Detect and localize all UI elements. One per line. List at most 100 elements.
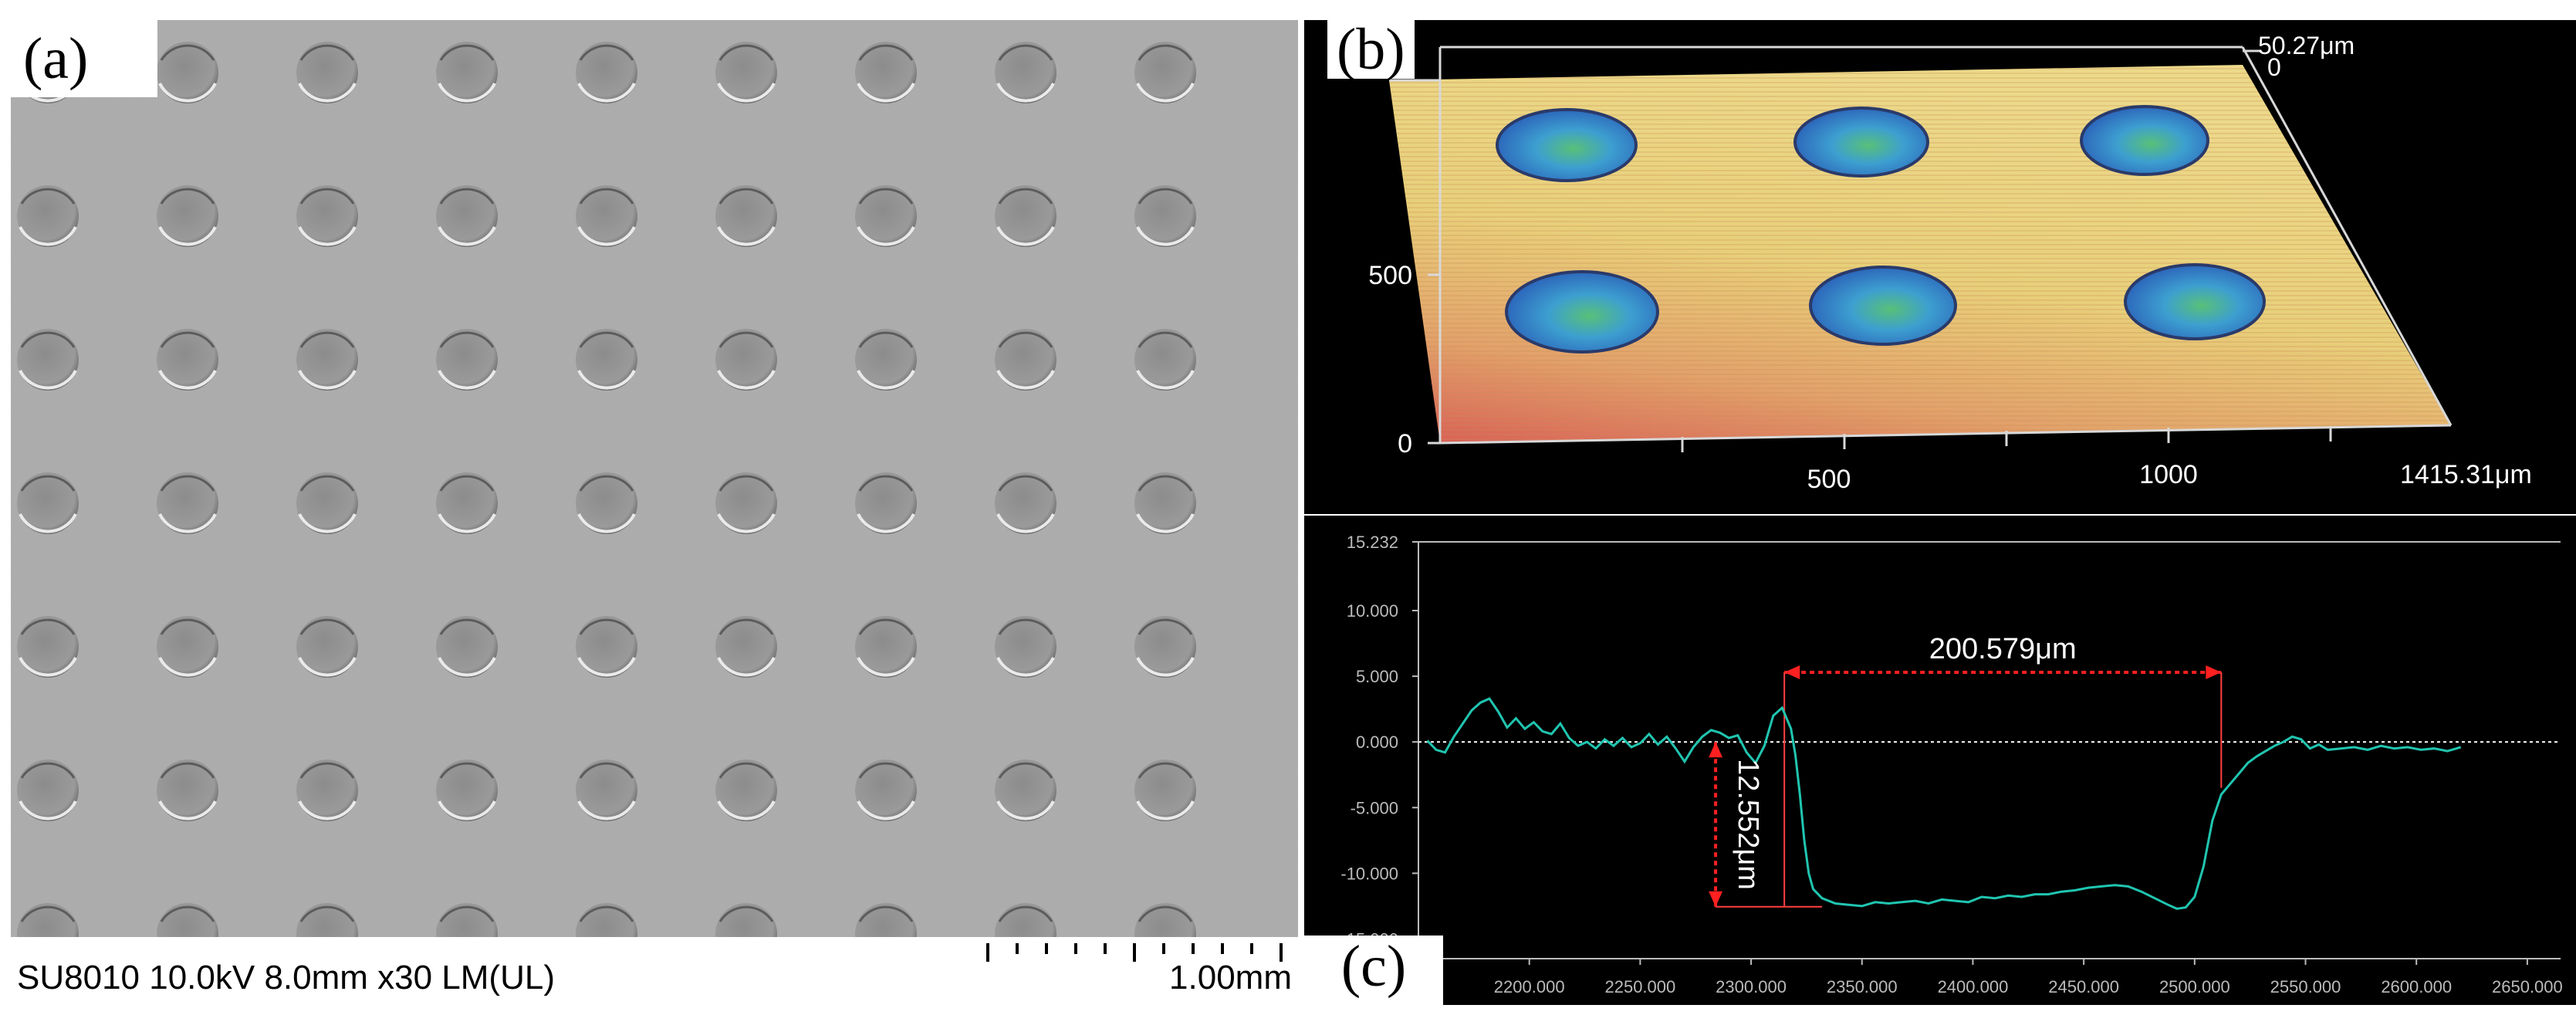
dimple — [1134, 760, 1196, 821]
width-annotation-label: 200.579μm — [1929, 633, 2077, 665]
x-tick-label: 2500.000 — [2159, 977, 2230, 996]
dimple-pits — [1496, 105, 2266, 354]
dimple — [17, 472, 79, 534]
sem-micrograph-panel: SU8010 10.0kV 8.0mm x30 LM(UL) 1.00mm (a… — [11, 20, 1298, 1005]
panel-c-label: (c) — [1304, 935, 1443, 1007]
sem-info-bar — [11, 937, 1298, 1005]
dimple — [157, 42, 218, 103]
dimple — [576, 42, 637, 103]
dimple-grid — [17, 42, 1196, 965]
dimple — [296, 760, 358, 821]
pit — [1505, 270, 1659, 354]
surface-3d-image: 50.27μm 0 500 0 500 1000 1415.31μm — [1304, 20, 2576, 514]
dimple — [1134, 185, 1196, 247]
dimple — [17, 616, 79, 678]
dimple — [1134, 472, 1196, 534]
dimple — [436, 760, 498, 821]
profile-chart: 15.23210.0005.0000.000-5.000-10.000-15.0… — [1304, 516, 2576, 1005]
dimple — [995, 42, 1056, 103]
dimple — [17, 185, 79, 247]
dimple — [995, 329, 1056, 391]
pit — [1793, 107, 1929, 178]
dimple — [157, 616, 218, 678]
profile-series — [1426, 697, 2462, 910]
dimple — [855, 329, 917, 391]
dimple — [995, 760, 1056, 821]
x-tick-label: 2400.000 — [1938, 977, 2009, 996]
x-tick-label: 2550.000 — [2270, 977, 2341, 996]
dimple — [855, 616, 917, 678]
profile-tick-labels: 15.23210.0005.0000.000-5.000-10.000-15.0… — [1340, 533, 2562, 996]
surface-3d-panel: 50.27μm 0 500 0 500 1000 1415.31μm (b) — [1304, 20, 2576, 514]
dimple — [995, 616, 1056, 678]
width-arrow-right — [2206, 665, 2222, 680]
sem-image: SU8010 10.0kV 8.0mm x30 LM(UL) 1.00mm — [11, 20, 1298, 1005]
pit — [2080, 105, 2209, 176]
dimple — [17, 760, 79, 821]
x-tick-label: 2600.000 — [2381, 977, 2452, 996]
dimple — [576, 185, 637, 247]
dimple — [855, 42, 917, 103]
dimple — [436, 329, 498, 391]
dimple — [17, 329, 79, 391]
pit — [2124, 263, 2266, 340]
sem-texture — [11, 20, 1298, 946]
dimple — [855, 472, 917, 534]
dimple — [296, 472, 358, 534]
dimple — [157, 472, 218, 534]
x-max-label: 1415.31μm — [2400, 460, 2532, 489]
dimple — [715, 329, 777, 391]
pit — [1809, 266, 1957, 346]
dimple — [576, 472, 637, 534]
depth-arrow-bottom — [1709, 891, 1723, 907]
panel-a-label: (a) — [23, 26, 89, 91]
y-tick-0: 0 — [1398, 429, 1412, 458]
y-tick-500: 500 — [1368, 261, 1412, 290]
y-tick-label: 15.232 — [1347, 533, 1398, 552]
dimple — [576, 760, 637, 821]
x-tick-label: 2350.000 — [1827, 977, 1898, 996]
dimple — [436, 472, 498, 534]
x-tick-label: 2250.000 — [1604, 977, 1675, 996]
panel-c-background — [1304, 516, 2576, 1005]
dimple — [296, 616, 358, 678]
x-tick-label: 2650.000 — [2492, 977, 2563, 996]
width-arrow-left — [1784, 665, 1800, 680]
dimple — [296, 185, 358, 247]
dimple — [436, 185, 498, 247]
z-min-label: 0 — [2267, 53, 2281, 81]
pit — [1496, 108, 1638, 182]
dimple — [995, 185, 1056, 247]
dimple — [715, 760, 777, 821]
axis-ticks — [1428, 49, 2332, 452]
dimple — [1134, 616, 1196, 678]
dimple — [436, 616, 498, 678]
x-tick-label: 2450.000 — [2048, 977, 2119, 996]
dimple — [296, 42, 358, 103]
dimple — [1134, 329, 1196, 391]
dimple — [995, 472, 1056, 534]
dimple — [157, 760, 218, 821]
y-tick-label: 10.000 — [1347, 601, 1398, 621]
dimple — [715, 472, 777, 534]
dimple — [855, 760, 917, 821]
dimple — [715, 185, 777, 247]
dimple — [715, 42, 777, 103]
scale-bar-ticks — [986, 943, 1283, 962]
depth-arrow-top — [1709, 742, 1723, 758]
y-tick-label: 0.000 — [1356, 732, 1398, 752]
dimple — [855, 185, 917, 247]
scale-bar-label: 1.00mm — [1169, 959, 1292, 996]
dimple — [1134, 42, 1196, 103]
sem-info-text: SU8010 10.0kV 8.0mm x30 LM(UL) — [17, 959, 555, 996]
profile-line — [1426, 697, 2462, 910]
dimple — [296, 329, 358, 391]
y-tick-label: -10.000 — [1340, 864, 1398, 883]
dimple — [157, 185, 218, 247]
x-tick-label: 2300.000 — [1716, 977, 1787, 996]
depth-annotation-label: 12.552μm — [1732, 759, 1764, 890]
dimple — [576, 329, 637, 391]
x-tick-500: 500 — [1807, 465, 1851, 494]
x-tick-1000: 1000 — [2139, 460, 2198, 489]
dimple — [436, 42, 498, 103]
